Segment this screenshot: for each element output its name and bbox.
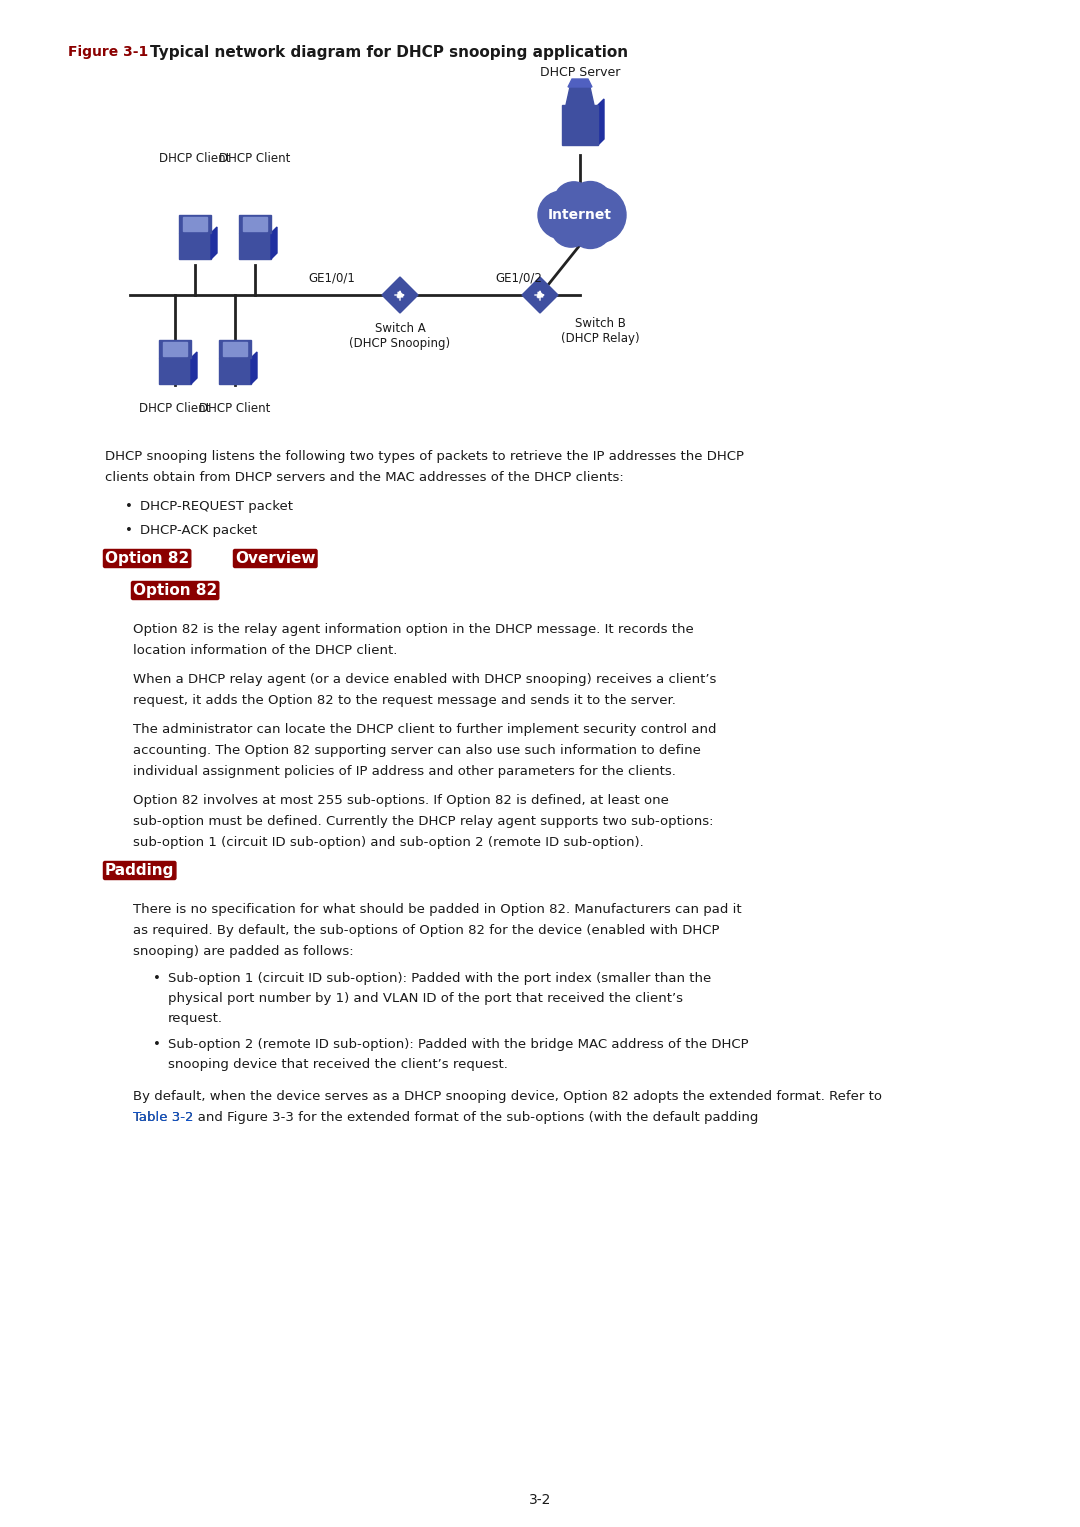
Polygon shape	[191, 234, 199, 237]
Text: When a DHCP relay agent (or a device enabled with DHCP snooping) receives a clie: When a DHCP relay agent (or a device ena…	[133, 673, 716, 686]
Polygon shape	[185, 237, 205, 240]
Polygon shape	[568, 79, 592, 87]
Polygon shape	[271, 228, 276, 260]
Polygon shape	[165, 362, 185, 365]
Text: 3-2: 3-2	[529, 1493, 551, 1507]
Text: request.: request.	[168, 1012, 222, 1025]
Polygon shape	[231, 357, 239, 362]
Polygon shape	[382, 276, 418, 313]
Text: •: •	[125, 499, 133, 513]
Text: Overview: Overview	[235, 551, 315, 567]
Polygon shape	[562, 105, 598, 145]
Text: Figure 3-1: Figure 3-1	[68, 44, 148, 60]
Circle shape	[538, 191, 586, 240]
Text: Table 3-2 and Figure 3-3 for the extended format of the sub-options (with the de: Table 3-2 and Figure 3-3 for the extende…	[133, 1112, 758, 1124]
Circle shape	[551, 208, 591, 247]
Text: DHCP Client: DHCP Client	[139, 402, 211, 414]
Circle shape	[570, 186, 626, 243]
Polygon shape	[219, 341, 251, 357]
Polygon shape	[522, 276, 558, 313]
Polygon shape	[566, 87, 594, 105]
Text: DHCP Client: DHCP Client	[200, 402, 271, 414]
Polygon shape	[245, 237, 265, 240]
Text: as required. By default, the sub-options of Option 82 for the device (enabled wi: as required. By default, the sub-options…	[133, 924, 719, 938]
Polygon shape	[163, 342, 187, 356]
Text: •: •	[125, 524, 133, 538]
Polygon shape	[183, 217, 207, 231]
Polygon shape	[159, 357, 191, 383]
Text: GE1/0/1: GE1/0/1	[308, 272, 355, 284]
Text: snooping) are padded as follows:: snooping) are padded as follows:	[133, 945, 353, 957]
Text: DHCP-ACK packet: DHCP-ACK packet	[140, 524, 257, 538]
Polygon shape	[598, 99, 604, 145]
Text: Option 82: Option 82	[133, 583, 217, 599]
Polygon shape	[225, 362, 245, 365]
Text: sub-option 1 (circuit ID sub-option) and sub-option 2 (remote ID sub-option).: sub-option 1 (circuit ID sub-option) and…	[133, 835, 644, 849]
Text: Sub-option 2 (remote ID sub-option): Padded with the bridge MAC address of the D: Sub-option 2 (remote ID sub-option): Pad…	[168, 1038, 748, 1051]
Text: clients obtain from DHCP servers and the MAC addresses of the DHCP clients:: clients obtain from DHCP servers and the…	[105, 470, 624, 484]
Text: Option 82 is the relay agent information option in the DHCP message. It records : Option 82 is the relay agent information…	[133, 623, 693, 637]
Text: The administrator can locate the DHCP client to further implement security contr: The administrator can locate the DHCP cl…	[133, 722, 716, 736]
Text: Option 82: Option 82	[105, 551, 189, 567]
Polygon shape	[239, 234, 271, 260]
Polygon shape	[211, 228, 217, 260]
Text: By default, when the device serves as a DHCP snooping device, Option 82 adopts t: By default, when the device serves as a …	[133, 1090, 887, 1102]
Text: Padding: Padding	[105, 863, 174, 878]
Text: GE1/0/2: GE1/0/2	[495, 272, 542, 284]
Text: DHCP Client: DHCP Client	[160, 151, 231, 165]
Polygon shape	[191, 353, 197, 383]
Text: Typical network diagram for DHCP snooping application: Typical network diagram for DHCP snoopin…	[150, 44, 629, 60]
Text: snooping device that received the client’s request.: snooping device that received the client…	[168, 1058, 508, 1070]
Polygon shape	[219, 357, 251, 383]
Text: Switch B
(DHCP Relay): Switch B (DHCP Relay)	[561, 318, 639, 345]
Text: There is no specification for what should be padded in Option 82. Manufacturers : There is no specification for what shoul…	[133, 902, 742, 916]
Polygon shape	[159, 341, 191, 357]
Circle shape	[568, 205, 612, 249]
Polygon shape	[251, 234, 259, 237]
Text: DHCP Server: DHCP Server	[540, 66, 620, 78]
Polygon shape	[179, 215, 211, 234]
Text: DHCP snooping listens the following two types of packets to retrieve the IP addr: DHCP snooping listens the following two …	[105, 450, 744, 463]
Text: •: •	[153, 973, 161, 985]
Text: Internet: Internet	[548, 208, 612, 221]
Text: accounting. The Option 82 supporting server can also use such information to def: accounting. The Option 82 supporting ser…	[133, 744, 701, 757]
Text: individual assignment policies of IP address and other parameters for the client: individual assignment policies of IP add…	[133, 765, 676, 777]
Text: request, it adds the Option 82 to the request message and sends it to the server: request, it adds the Option 82 to the re…	[133, 693, 676, 707]
Text: Switch A
(DHCP Snooping): Switch A (DHCP Snooping)	[350, 322, 450, 350]
Text: •: •	[153, 1038, 161, 1051]
Polygon shape	[179, 234, 211, 260]
Text: DHCP-REQUEST packet: DHCP-REQUEST packet	[140, 499, 293, 513]
Text: Option 82 involves at most 255 sub-options. If Option 82 is defined, at least on: Option 82 involves at most 255 sub-optio…	[133, 794, 669, 806]
Circle shape	[558, 192, 602, 237]
Text: physical port number by 1) and VLAN ID of the port that received the client’s: physical port number by 1) and VLAN ID o…	[168, 993, 683, 1005]
Text: Table 3-2: Table 3-2	[133, 1112, 193, 1124]
Polygon shape	[222, 342, 247, 356]
Text: Sub-option 1 (circuit ID sub-option): Padded with the port index (smaller than t: Sub-option 1 (circuit ID sub-option): Pa…	[168, 973, 712, 985]
Circle shape	[568, 182, 612, 226]
Polygon shape	[243, 217, 267, 231]
Polygon shape	[171, 357, 179, 362]
Text: DHCP Client: DHCP Client	[219, 151, 291, 165]
Polygon shape	[251, 353, 257, 383]
Text: location information of the DHCP client.: location information of the DHCP client.	[133, 644, 397, 657]
Polygon shape	[239, 215, 271, 234]
Text: sub-option must be defined. Currently the DHCP relay agent supports two sub-opti: sub-option must be defined. Currently th…	[133, 815, 714, 828]
Circle shape	[554, 182, 594, 221]
